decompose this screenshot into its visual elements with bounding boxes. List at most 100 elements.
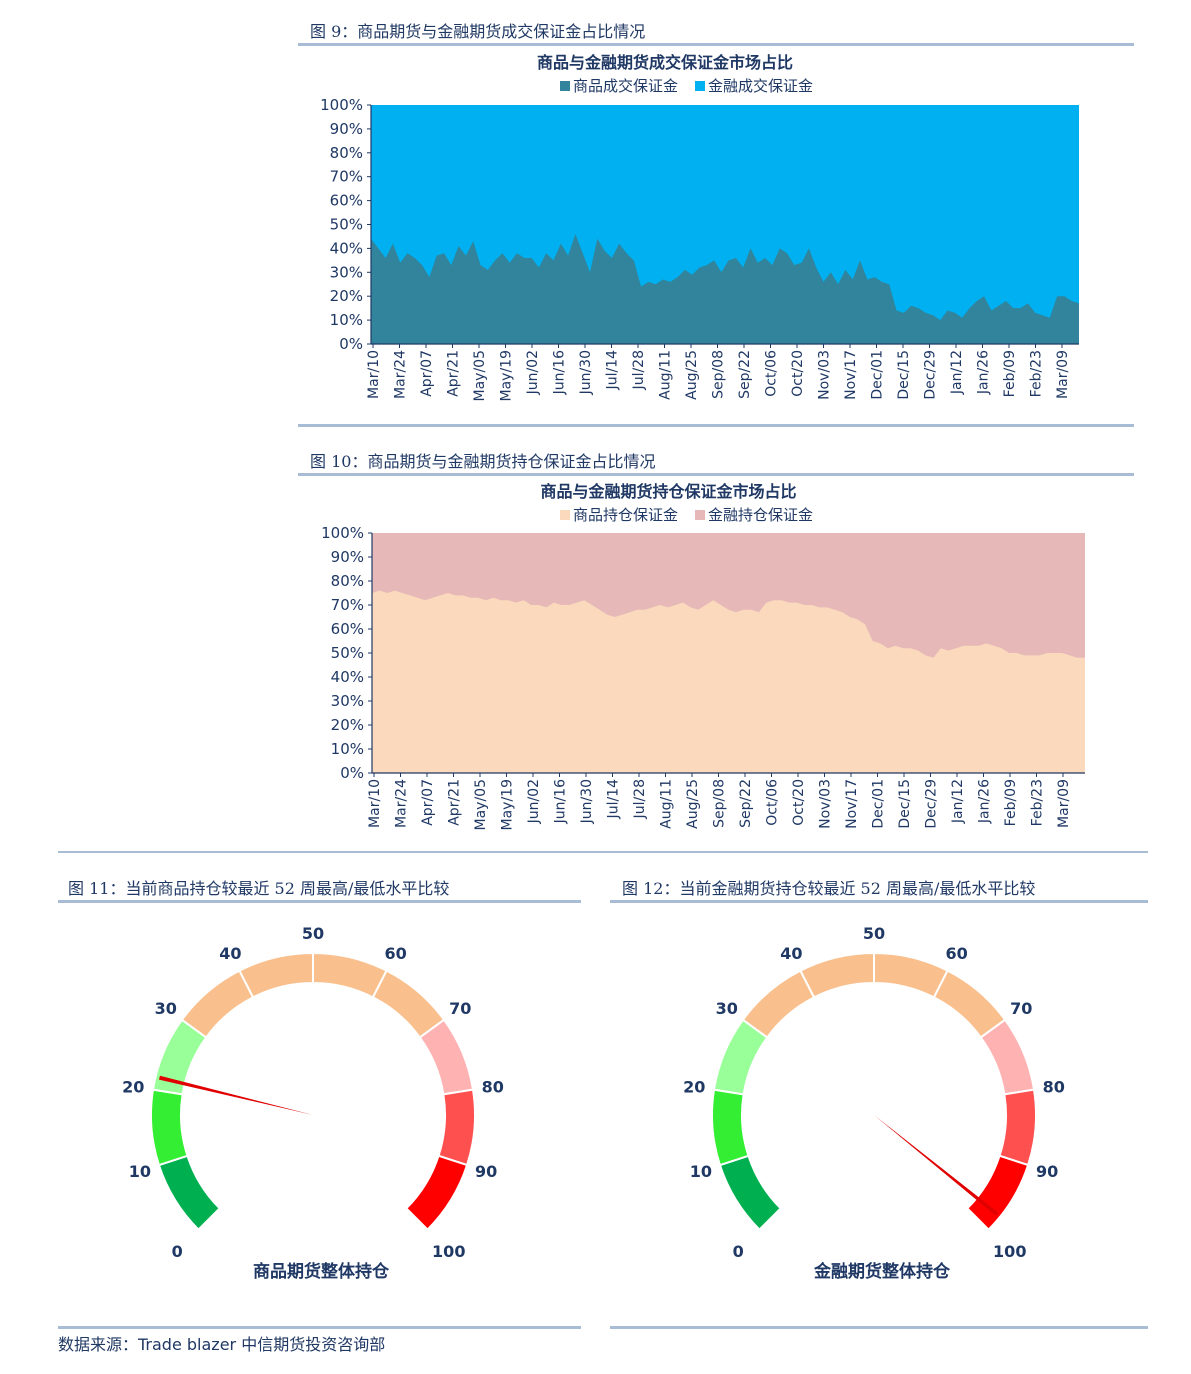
x-tick-label: Jul/28 [632, 779, 648, 819]
x-tick-label: Oct/20 [791, 779, 807, 826]
legend-label-1: 商品持仓保证金 [573, 506, 678, 524]
area-series-1 [372, 590, 1085, 773]
x-tick-label: Jan/12 [949, 350, 965, 395]
gauge-tick-label: 20 [122, 1078, 144, 1097]
gauge-band-2 [150, 1088, 189, 1167]
y-tick-label: 90% [331, 548, 364, 566]
gauge-tick-label: 30 [716, 999, 738, 1018]
x-tick-label: Dec/29 [923, 350, 939, 400]
x-tick-label: Jun/16 [552, 350, 568, 395]
x-tick-label: Jan/12 [950, 779, 966, 824]
x-tick-label: Jan/26 [977, 779, 993, 824]
gauge-band-2 [711, 1088, 750, 1167]
x-tick-label: Apr/21 [447, 779, 463, 826]
x-tick-label: Jun/16 [553, 779, 569, 824]
fig9-bottom-rule [298, 424, 1134, 427]
y-tick-label: 100% [320, 96, 363, 114]
x-tick-label: Mar/10 [366, 350, 382, 399]
chart-title: 商品与金融期货持仓保证金市场占比 [540, 482, 796, 501]
x-tick-label: Nov/03 [817, 350, 833, 400]
fig12-caption: 图 12：当前金融期货持仓较最近 52 周最高/最低水平比较 [622, 879, 1036, 898]
gauge-band-8 [979, 1018, 1036, 1096]
gauge-tick-label: 50 [302, 924, 324, 943]
x-tick-label: Mar/24 [394, 779, 410, 828]
x-tick-label: Feb/09 [1003, 779, 1019, 826]
x-tick-label: Oct/06 [764, 350, 780, 397]
legend-swatch-1 [560, 510, 570, 520]
area-series-1 [371, 234, 1079, 344]
x-tick-label: Oct/20 [790, 350, 806, 397]
fig11-bottom-rule [58, 1326, 581, 1329]
gauge-needle [874, 1115, 999, 1216]
chart-title: 商品与金融期货成交保证金市场占比 [537, 53, 793, 72]
section-divider [58, 851, 1148, 853]
y-tick-label: 60% [331, 620, 364, 638]
fig12-gauge: 0 10 20 30 40 50 60 70 80 90 100 金融期货整体持仓 [683, 924, 1065, 1282]
x-tick-label: Jun/30 [579, 779, 595, 824]
x-tick-label: May/05 [472, 350, 488, 401]
y-tick-label: 100% [321, 524, 364, 542]
gauge-tick-label: 90 [475, 1162, 497, 1181]
x-tick-label: Nov/17 [844, 779, 860, 829]
legend-swatch-1 [560, 81, 570, 91]
x-tick-label: Oct/06 [765, 779, 781, 826]
x-tick-label: Jul/14 [605, 350, 621, 391]
y-tick-label: 30% [331, 692, 364, 710]
legend-label-2: 金融成交保证金 [708, 77, 813, 95]
gauge-tick-label: 70 [1010, 999, 1032, 1018]
gauge-tick-label: 100 [432, 1242, 465, 1261]
y-tick-label: 80% [331, 572, 364, 590]
x-tick-label: Aug/25 [684, 350, 700, 400]
gauge-label: 金融期货整体持仓 [813, 1261, 951, 1282]
x-tick-label: Sep/08 [712, 779, 728, 828]
fig10-caption: 图 10：商品期货与金融期货持仓保证金占比情况 [310, 452, 656, 471]
y-tick-label: 20% [330, 287, 363, 305]
x-tick-label: Jul/14 [606, 779, 622, 820]
gauge-label: 商品期货整体持仓 [253, 1261, 390, 1282]
x-tick-label: Dec/01 [871, 779, 887, 829]
gauge-tick-label: 80 [1043, 1078, 1065, 1097]
y-tick-label: 80% [330, 144, 363, 162]
gauge-band-1 [718, 1154, 783, 1231]
y-tick-label: 70% [330, 168, 363, 186]
gauge-band-5 [799, 951, 875, 999]
y-tick-label: 90% [330, 120, 363, 138]
gauge-tick-label: 40 [780, 944, 802, 963]
fig11-gauge: 0 10 20 30 40 50 60 70 80 90 100 商品期货整体持仓 [122, 924, 504, 1282]
x-tick-label: Apr/21 [446, 350, 462, 397]
gauge-needle [158, 1075, 313, 1115]
x-tick-label: Dec/15 [896, 350, 912, 400]
y-tick-label: 10% [331, 740, 364, 758]
x-tick-label: Apr/07 [419, 350, 435, 397]
x-tick-label: Dec/01 [870, 350, 886, 400]
x-tick-label: Dec/29 [924, 779, 940, 829]
x-tick-label: Apr/07 [420, 779, 436, 826]
fig11-top-rule [58, 900, 581, 903]
y-tick-label: 0% [340, 764, 364, 782]
legend-label-1: 商品成交保证金 [573, 77, 678, 95]
y-tick-label: 30% [330, 263, 363, 281]
gauge-band-8 [418, 1018, 475, 1096]
gauge-tick-label: 60 [384, 944, 406, 963]
gauge-tick-label: 10 [129, 1162, 151, 1181]
gauge-tick-label: 40 [219, 944, 241, 963]
x-tick-label: Jul/28 [631, 350, 647, 390]
gauge-tick-label: 10 [690, 1162, 712, 1181]
gauge-tick-label: 50 [863, 924, 885, 943]
x-tick-label: May/19 [500, 779, 516, 830]
x-tick-label: Aug/11 [659, 779, 675, 829]
x-tick-label: Aug/11 [658, 350, 674, 400]
y-tick-label: 40% [330, 239, 363, 257]
x-tick-label: Nov/03 [818, 779, 834, 829]
fig9-top-rule [298, 43, 1134, 46]
x-tick-label: May/05 [473, 779, 489, 830]
x-tick-label: Sep/08 [711, 350, 727, 399]
gauge-tick-label: 0 [733, 1242, 744, 1261]
x-tick-label: Mar/10 [367, 779, 383, 828]
x-tick-label: Jun/02 [525, 350, 541, 395]
x-tick-label: Sep/22 [738, 779, 754, 828]
gauge-band-9 [437, 1088, 476, 1167]
gauge-tick-label: 60 [945, 944, 967, 963]
